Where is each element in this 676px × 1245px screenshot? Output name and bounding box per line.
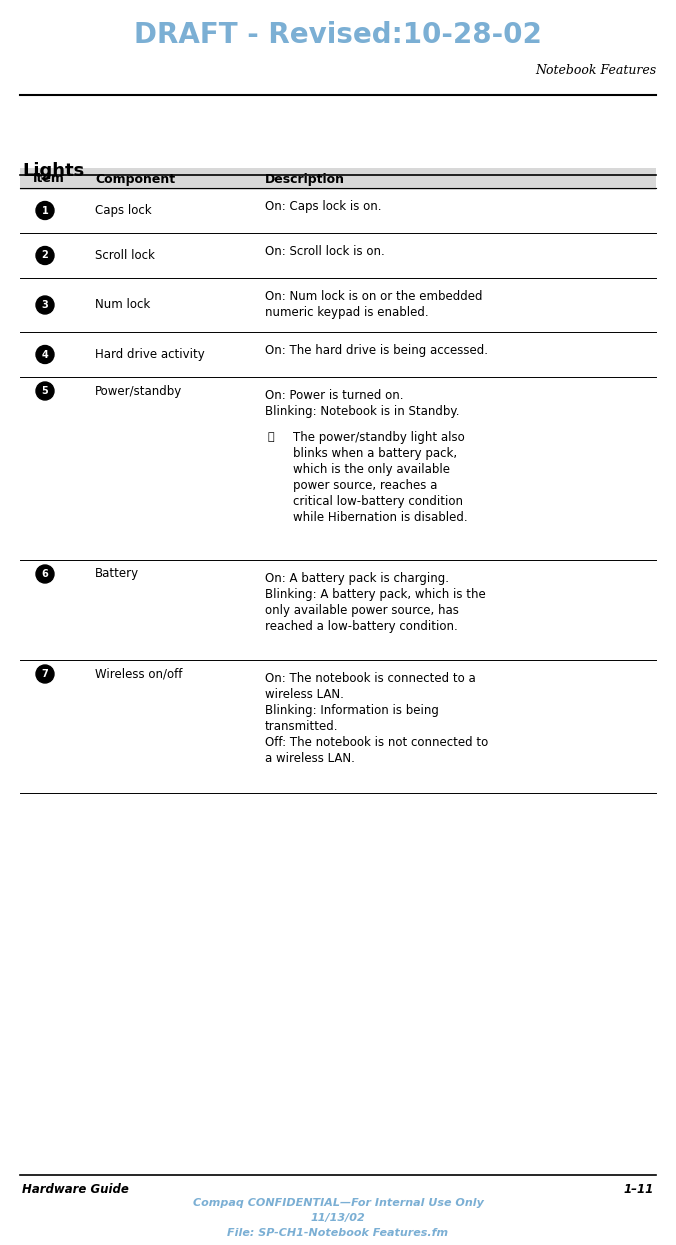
Text: 📝: 📝 <box>267 432 274 442</box>
Text: The power/standby light also: The power/standby light also <box>293 431 465 444</box>
Text: On: Power is turned on.: On: Power is turned on. <box>265 388 404 402</box>
Text: Power/standby: Power/standby <box>95 385 183 397</box>
Text: Num lock: Num lock <box>95 299 150 311</box>
Text: 4: 4 <box>42 350 49 360</box>
Text: On: Caps lock is on.: On: Caps lock is on. <box>265 200 381 213</box>
Circle shape <box>36 346 54 364</box>
Text: 5: 5 <box>42 386 49 396</box>
Text: Compaq CONFIDENTIAL—For Internal Use Only: Compaq CONFIDENTIAL—For Internal Use Onl… <box>193 1198 483 1208</box>
Text: Caps lock: Caps lock <box>95 204 151 217</box>
Text: Description: Description <box>265 173 345 186</box>
Text: power source, reaches a: power source, reaches a <box>293 479 437 492</box>
Text: Blinking: Information is being: Blinking: Information is being <box>265 703 439 717</box>
Text: 11/13/02: 11/13/02 <box>311 1213 365 1223</box>
Circle shape <box>36 296 54 314</box>
Text: 7: 7 <box>42 669 49 679</box>
Text: Notebook Features: Notebook Features <box>535 63 656 76</box>
Text: 1–11: 1–11 <box>624 1183 654 1196</box>
Text: Scroll lock: Scroll lock <box>95 249 155 261</box>
Text: DRAFT - Revised:10-28-02: DRAFT - Revised:10-28-02 <box>134 21 542 49</box>
Text: Wireless on/off: Wireless on/off <box>95 667 183 681</box>
Text: Battery: Battery <box>95 568 139 580</box>
Bar <box>20 168 656 190</box>
Text: On: A battery pack is charging.: On: A battery pack is charging. <box>265 571 449 585</box>
Text: Hardware Guide: Hardware Guide <box>22 1183 129 1196</box>
Text: 3: 3 <box>42 300 49 310</box>
Text: wireless LAN.: wireless LAN. <box>265 688 344 701</box>
Text: while Hibernation is disabled.: while Hibernation is disabled. <box>293 510 468 524</box>
Text: numeric keypad is enabled.: numeric keypad is enabled. <box>265 306 429 319</box>
Circle shape <box>36 565 54 583</box>
Text: On: The hard drive is being accessed.: On: The hard drive is being accessed. <box>265 344 488 357</box>
Text: transmitted.: transmitted. <box>265 720 339 733</box>
Text: reached a low-battery condition.: reached a low-battery condition. <box>265 620 458 632</box>
Text: On: Num lock is on or the embedded: On: Num lock is on or the embedded <box>265 290 483 303</box>
Text: Lights: Lights <box>22 162 84 181</box>
Text: 6: 6 <box>42 569 49 579</box>
Text: Off: The notebook is not connected to: Off: The notebook is not connected to <box>265 736 488 749</box>
Text: critical low-battery condition: critical low-battery condition <box>293 496 463 508</box>
Text: blinks when a battery pack,: blinks when a battery pack, <box>293 447 457 459</box>
Text: File: SP-CH1-Notebook Features.fm: File: SP-CH1-Notebook Features.fm <box>227 1228 449 1238</box>
Circle shape <box>36 382 54 400</box>
Text: only available power source, has: only available power source, has <box>265 604 459 618</box>
Text: a wireless LAN.: a wireless LAN. <box>265 752 355 764</box>
Text: which is the only available: which is the only available <box>293 463 450 476</box>
Text: On: The notebook is connected to a: On: The notebook is connected to a <box>265 672 476 685</box>
Text: Item: Item <box>33 173 65 186</box>
Text: Blinking: Notebook is in Standby.: Blinking: Notebook is in Standby. <box>265 405 460 418</box>
Text: Component: Component <box>95 173 175 186</box>
Text: 2: 2 <box>42 250 49 260</box>
Circle shape <box>36 247 54 264</box>
Text: On: Scroll lock is on.: On: Scroll lock is on. <box>265 245 385 258</box>
Text: Hard drive activity: Hard drive activity <box>95 349 205 361</box>
Circle shape <box>36 665 54 684</box>
Text: Blinking: A battery pack, which is the: Blinking: A battery pack, which is the <box>265 588 486 601</box>
Text: 1: 1 <box>42 205 49 215</box>
Circle shape <box>36 202 54 219</box>
